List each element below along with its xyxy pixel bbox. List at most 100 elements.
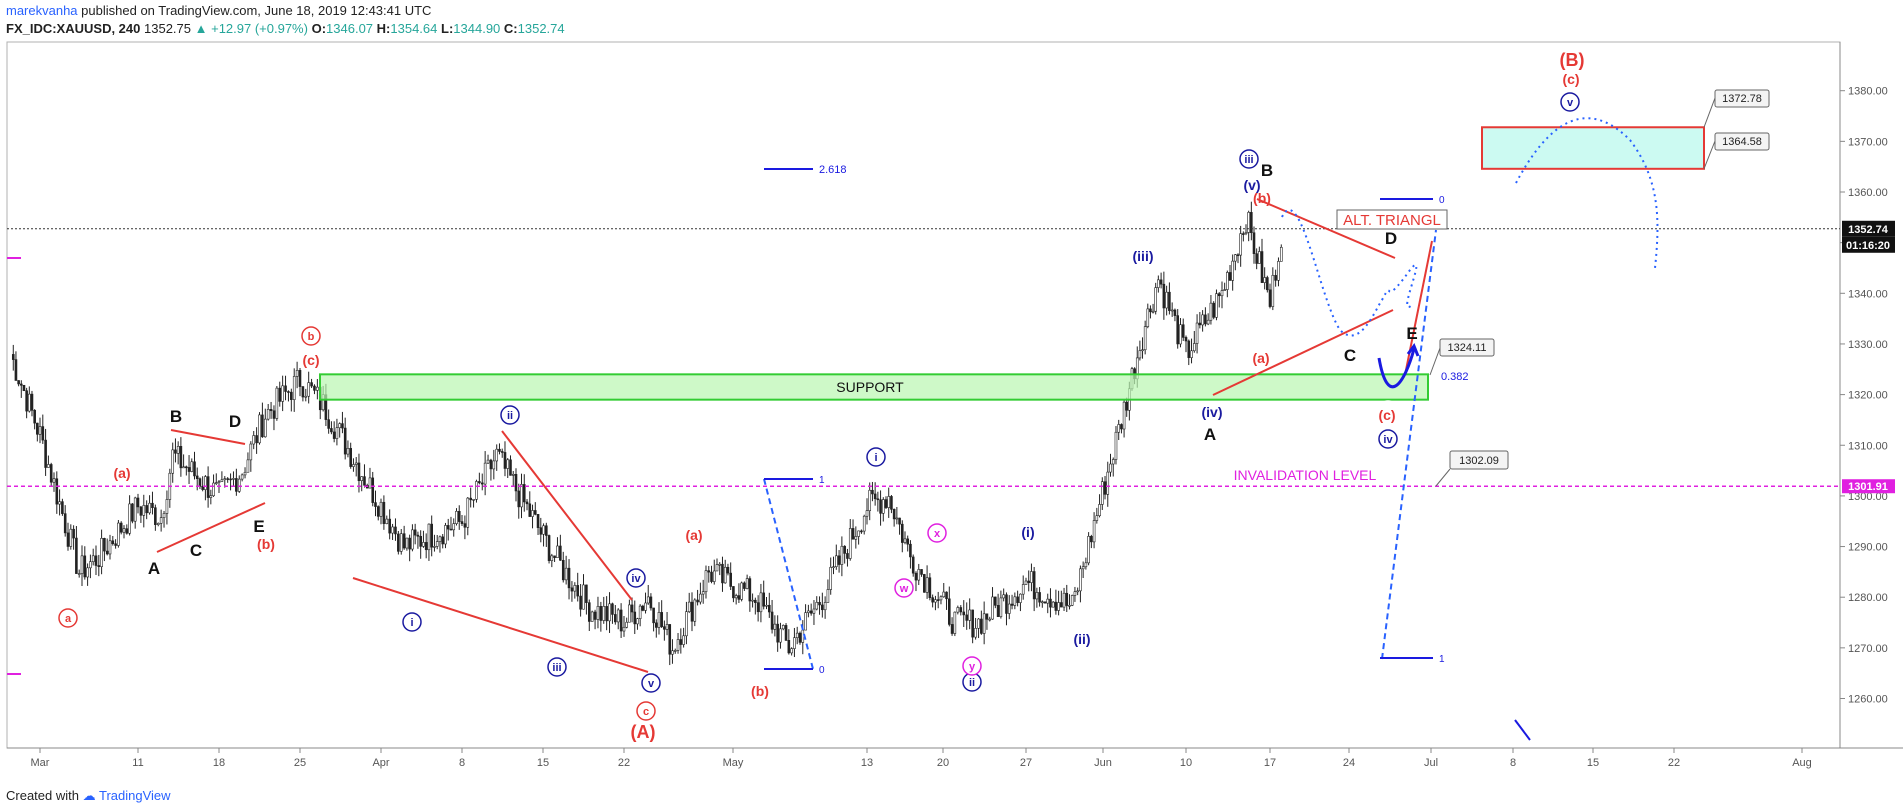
- candle-body: [94, 555, 98, 566]
- high-value: 1354.64: [390, 21, 438, 36]
- candle-body: [136, 497, 140, 508]
- wave-label: (a): [685, 527, 702, 543]
- candle-body: [77, 573, 81, 575]
- wave-label: (iii): [1133, 248, 1154, 264]
- candle-body: [1070, 595, 1074, 606]
- candle-body: [162, 513, 166, 518]
- candle-body: [911, 556, 915, 574]
- candle-body: [914, 572, 918, 581]
- candle-body: [142, 505, 146, 516]
- candle-body: [1204, 314, 1207, 325]
- candle-body: [561, 559, 565, 581]
- candle-body: [335, 427, 339, 439]
- high-label: H:: [376, 21, 391, 36]
- candle-body: [49, 464, 53, 483]
- candle-body: [307, 382, 310, 397]
- candle-body: [424, 542, 428, 551]
- candle-body: [787, 640, 791, 654]
- candle-body: [249, 443, 253, 461]
- candle-body: [1234, 254, 1237, 262]
- candle-body: [1244, 232, 1248, 235]
- candle-body: [1138, 350, 1142, 359]
- wave-letter: A: [148, 559, 160, 578]
- candle-body: [368, 477, 372, 489]
- candle-body: [1057, 602, 1060, 611]
- candle-body: [657, 612, 661, 628]
- candle-body: [665, 624, 669, 630]
- candle-body: [1092, 520, 1096, 543]
- candle-body: [1122, 401, 1126, 430]
- candle-body: [125, 528, 129, 534]
- wave-circle-label: i: [874, 452, 877, 464]
- candle-body: [1198, 322, 1202, 326]
- candle-body: [1125, 401, 1129, 411]
- wave-label: (b): [1253, 190, 1271, 206]
- candle-body: [950, 624, 954, 634]
- wave-circle: [402, 612, 422, 632]
- tradingview-link[interactable]: TradingView: [99, 788, 171, 803]
- candle-body: [1016, 596, 1019, 603]
- candle-body: [685, 611, 688, 637]
- candle-body: [457, 510, 461, 522]
- candle-body: [30, 393, 34, 411]
- candle-body: [1035, 592, 1039, 600]
- candle-body: [765, 604, 768, 607]
- projection-path: [1381, 229, 1437, 660]
- x-tick-label: 20: [937, 757, 949, 769]
- candle-body: [444, 525, 447, 545]
- callout-text: 1302.09: [1459, 455, 1499, 467]
- candle-body: [1274, 275, 1277, 281]
- candle-body: [1247, 212, 1250, 233]
- candle-body: [402, 533, 406, 549]
- candle-body: [1081, 566, 1085, 570]
- wave-circle: [927, 523, 947, 543]
- candle-body: [1098, 504, 1101, 517]
- candle-body: [1190, 350, 1193, 358]
- candle-body: [1079, 568, 1082, 592]
- wave-label: (a): [113, 465, 130, 481]
- candle-body: [397, 533, 400, 552]
- candle-body: [545, 525, 548, 536]
- candle-body: [676, 639, 680, 651]
- candle-body: [1068, 605, 1071, 607]
- candle-body: [699, 593, 702, 603]
- wave-letter: A: [1204, 425, 1216, 444]
- wave-circle-label: iv: [631, 573, 641, 585]
- candle-body: [710, 571, 713, 582]
- wave-circle-label: c: [643, 706, 649, 718]
- candle-body: [923, 574, 926, 593]
- candle-body: [804, 612, 807, 631]
- author-link[interactable]: marekvanha: [6, 3, 78, 18]
- candle-body: [1007, 603, 1011, 614]
- invalidation-price-text: 1301.91: [1848, 481, 1888, 493]
- candle-body: [223, 478, 227, 481]
- x-tick-label: Aug: [1792, 757, 1812, 769]
- candle-body: [776, 623, 779, 643]
- candle-body: [854, 536, 858, 540]
- candle-body: [209, 495, 213, 498]
- candle-body: [379, 501, 383, 517]
- candle-body: [190, 461, 194, 472]
- candle-body: [821, 604, 824, 611]
- candle-body: [1252, 232, 1256, 254]
- candle-body: [1250, 212, 1253, 234]
- candle-body: [346, 448, 350, 455]
- x-tick-label: 22: [1668, 757, 1680, 769]
- wave-circle: [1239, 149, 1259, 169]
- candle-body: [229, 478, 232, 481]
- candle-body: [86, 567, 89, 578]
- x-tick-label: 25: [294, 757, 306, 769]
- x-axis-ticks: Mar 11 18 25 Apr 8 15 22 May 13 20 27 Jun 10 17 24 Jul 8 1…: [31, 748, 1812, 769]
- x-tick-label: 8: [459, 757, 465, 769]
- candle-body: [971, 609, 974, 638]
- candle-body: [671, 650, 674, 655]
- candle-body: [737, 595, 741, 600]
- candle-body: [1049, 598, 1052, 608]
- candle-body: [536, 514, 540, 528]
- candle-body: [1076, 590, 1079, 593]
- candle-body: [1181, 324, 1185, 338]
- candle-body: [38, 426, 42, 435]
- x-tick-label: 24: [1343, 757, 1355, 769]
- candle-body: [636, 618, 639, 625]
